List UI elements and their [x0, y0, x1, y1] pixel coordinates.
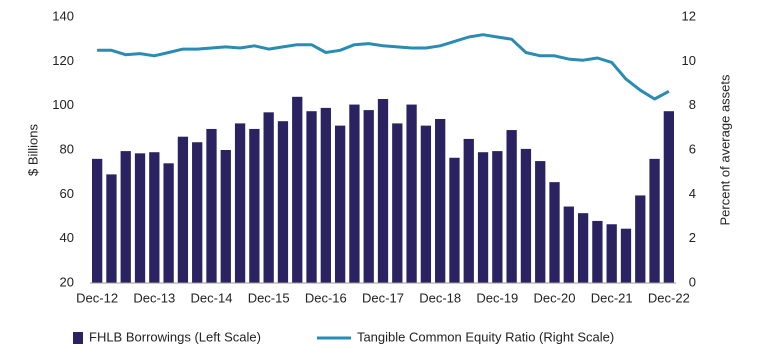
bar	[549, 182, 560, 283]
y-tick-label: 120	[52, 53, 74, 68]
y-tick-label: 20	[60, 274, 74, 289]
y2-tick-label: 6	[689, 141, 696, 156]
bar	[334, 125, 346, 283]
bar	[506, 130, 517, 283]
bar	[420, 125, 432, 283]
bar	[106, 174, 117, 283]
x-tick-label: Dec-12	[76, 290, 118, 305]
bar	[234, 123, 246, 284]
bar	[535, 161, 546, 283]
y-tick-label: 100	[52, 97, 74, 112]
bar	[263, 112, 274, 283]
bar	[635, 195, 646, 283]
bar	[177, 136, 189, 283]
bar	[477, 152, 489, 283]
y-tick-label: 60	[60, 186, 74, 201]
bar	[349, 104, 360, 283]
y2-tick-label: 0	[689, 274, 696, 289]
bar	[163, 163, 174, 283]
y2-axis-label: Percent of average assets	[717, 74, 732, 226]
y-tick-label: 40	[60, 230, 74, 245]
x-tick-label: Dec-15	[248, 290, 290, 305]
y-tick-label: 80	[60, 141, 74, 156]
line	[97, 33, 670, 101]
x-tick-label: Dec-17	[362, 290, 404, 305]
x-tick-label: Dec-22	[648, 290, 690, 305]
bar	[220, 150, 231, 283]
bar	[649, 158, 660, 283]
bar	[492, 151, 503, 283]
x-tick-label: Dec-21	[591, 290, 633, 305]
x-tick-label: Dec-16	[305, 290, 347, 305]
bar	[406, 104, 417, 283]
bar	[620, 228, 632, 283]
bar	[292, 96, 303, 283]
bar	[577, 213, 589, 283]
x-tick-label: Dec-14	[191, 290, 233, 305]
legend-label: Tangible Common Equity Ratio (Right Scal…	[357, 329, 614, 344]
y2-tick-label: 4	[689, 186, 696, 201]
x-tick-label: Dec-13	[133, 290, 175, 305]
bar	[192, 142, 203, 283]
bar	[377, 99, 389, 284]
bar	[134, 153, 146, 283]
bar	[120, 151, 131, 283]
y2-tick-label: 10	[682, 53, 696, 68]
bar	[520, 148, 532, 283]
bar	[435, 118, 446, 283]
x-tick-label: Dec-18	[419, 290, 461, 305]
bar	[392, 123, 403, 284]
y2-tick-label: 12	[682, 8, 696, 23]
legend-swatch	[73, 332, 83, 344]
bar	[606, 224, 617, 283]
bar	[463, 138, 474, 283]
bar	[320, 107, 331, 283]
bar	[149, 152, 160, 283]
bar	[206, 128, 217, 283]
bar	[592, 220, 603, 283]
bar	[563, 206, 574, 283]
bar	[449, 157, 460, 283]
y-axis-label: $ Billions	[25, 123, 40, 176]
bar	[363, 110, 374, 283]
y2-tick-label: 2	[689, 230, 696, 245]
bar	[249, 128, 260, 283]
bar	[277, 121, 289, 283]
y-tick-label: 140	[52, 8, 74, 23]
bar	[306, 111, 317, 283]
bar	[92, 158, 103, 283]
x-tick-label: Dec-19	[476, 290, 518, 305]
legend-label: FHLB Borrowings (Left Scale)	[89, 329, 261, 344]
bar	[663, 111, 674, 283]
x-tick-label: Dec-20	[534, 290, 576, 305]
y2-tick-label: 8	[689, 97, 696, 112]
